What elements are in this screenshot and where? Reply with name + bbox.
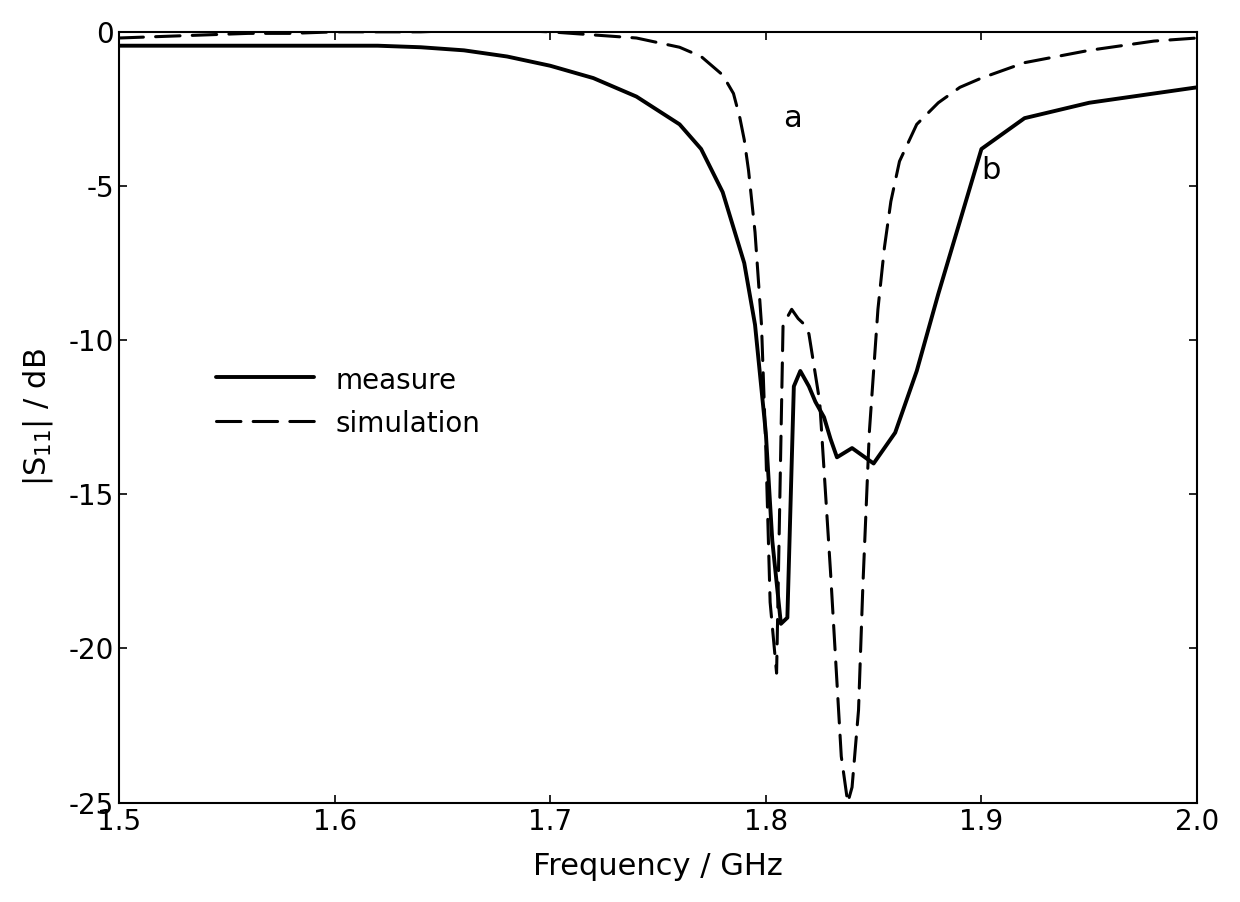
simulation xyxy=(775,319,790,330)
measure xyxy=(629,91,644,102)
simulation xyxy=(737,134,751,145)
simulation xyxy=(851,704,866,715)
measure xyxy=(1081,97,1096,108)
simulation xyxy=(844,782,859,793)
measure xyxy=(241,41,255,51)
simulation xyxy=(883,196,898,207)
simulation xyxy=(629,32,644,43)
measure xyxy=(844,443,859,454)
simulation xyxy=(862,428,877,438)
measure xyxy=(1189,82,1204,93)
X-axis label: Frequency / GHz: Frequency / GHz xyxy=(533,852,782,881)
simulation xyxy=(715,69,730,80)
simulation xyxy=(801,328,816,339)
measure xyxy=(888,428,903,438)
simulation xyxy=(769,667,784,678)
simulation xyxy=(284,28,299,39)
simulation xyxy=(727,88,742,99)
measure xyxy=(1017,113,1032,124)
measure xyxy=(672,119,687,130)
measure xyxy=(456,45,471,56)
simulation xyxy=(952,82,967,93)
simulation xyxy=(413,26,428,37)
simulation xyxy=(892,156,906,167)
simulation xyxy=(877,243,892,253)
simulation xyxy=(456,25,471,36)
simulation xyxy=(833,751,848,762)
measure xyxy=(973,143,988,154)
measure xyxy=(786,381,801,391)
simulation xyxy=(112,32,126,43)
measure xyxy=(801,381,816,391)
simulation xyxy=(197,30,212,41)
simulation xyxy=(585,30,600,41)
measure xyxy=(715,187,730,198)
measure xyxy=(931,289,946,299)
measure xyxy=(585,73,600,84)
simulation xyxy=(742,165,756,176)
measure xyxy=(413,41,428,52)
Line: measure: measure xyxy=(119,46,1197,624)
measure xyxy=(1147,88,1162,99)
measure xyxy=(792,365,807,376)
simulation xyxy=(672,41,687,52)
Y-axis label: |S$_{11}$| / dB: |S$_{11}$| / dB xyxy=(21,348,55,486)
simulation xyxy=(327,26,342,37)
simulation xyxy=(823,566,838,576)
simulation xyxy=(754,319,769,330)
simulation xyxy=(748,226,763,237)
measure xyxy=(112,41,126,51)
simulation xyxy=(931,97,946,108)
simulation xyxy=(1017,57,1032,68)
simulation xyxy=(241,28,255,39)
measure xyxy=(284,41,299,51)
measure xyxy=(759,428,774,438)
Legend: measure, simulation: measure, simulation xyxy=(205,354,492,449)
Line: simulation: simulation xyxy=(119,31,1197,803)
simulation xyxy=(784,304,799,315)
measure xyxy=(830,452,844,463)
simulation xyxy=(841,797,856,808)
Text: b: b xyxy=(981,156,1001,185)
simulation xyxy=(763,597,777,608)
simulation xyxy=(1147,36,1162,47)
simulation xyxy=(371,26,386,37)
simulation xyxy=(693,51,708,62)
measure xyxy=(197,41,212,51)
simulation xyxy=(973,73,988,84)
measure xyxy=(774,619,789,630)
Text: a: a xyxy=(782,104,802,133)
simulation xyxy=(856,582,870,593)
measure xyxy=(765,535,780,546)
measure xyxy=(371,41,386,51)
measure xyxy=(808,396,823,407)
measure xyxy=(867,458,882,469)
measure xyxy=(780,612,795,623)
simulation xyxy=(543,26,558,37)
measure xyxy=(823,433,838,444)
simulation xyxy=(791,313,806,324)
measure xyxy=(909,365,924,376)
simulation xyxy=(500,25,515,36)
simulation xyxy=(733,113,748,124)
simulation xyxy=(909,119,924,130)
simulation xyxy=(759,443,774,454)
measure xyxy=(500,51,515,62)
simulation xyxy=(155,31,170,41)
measure xyxy=(737,258,751,269)
measure xyxy=(817,412,832,423)
simulation xyxy=(1081,45,1096,56)
simulation xyxy=(870,304,885,315)
simulation xyxy=(812,396,827,407)
measure xyxy=(748,319,763,330)
simulation xyxy=(1189,32,1204,43)
measure xyxy=(543,60,558,71)
measure xyxy=(693,143,708,154)
simulation xyxy=(797,319,812,330)
measure xyxy=(155,41,170,51)
measure xyxy=(327,41,342,51)
